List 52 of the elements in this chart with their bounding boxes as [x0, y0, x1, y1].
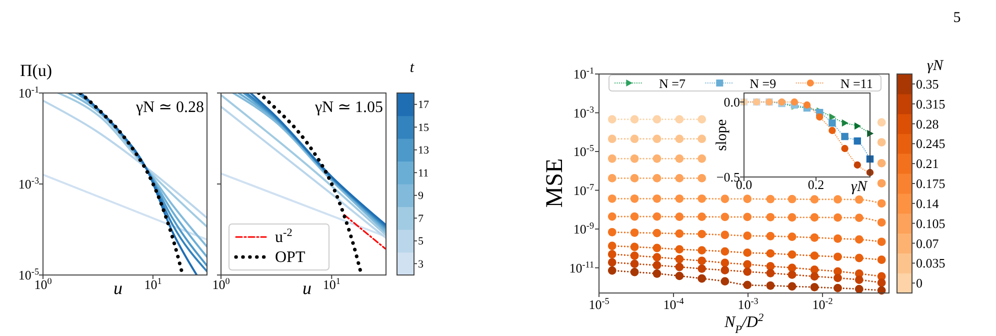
x-tick-label: 10$^{-4}$ — [663, 296, 684, 312]
color-bar-label: 15 — [418, 122, 430, 134]
color-bar-label: 7 — [418, 212, 424, 225]
legend-label: N =9 — [750, 76, 776, 91]
color-bar-label: 0.105 — [916, 216, 946, 231]
x-axis-title: u — [302, 278, 312, 298]
annotation: γN ≃ 1.05 — [314, 99, 383, 116]
color-bar-label: 13 — [418, 144, 430, 157]
color-bar-title: t — [410, 60, 415, 76]
x-tick-label: 10$^{1}$ — [144, 276, 162, 292]
color-bar-label: 0.07 — [916, 236, 940, 251]
color-bar-label: 11 — [418, 167, 429, 180]
x-tick-label: 10$^{1}$ — [322, 276, 340, 292]
y-tick-label: 10$^{-11}$ — [569, 259, 594, 276]
legend-label: OPT — [275, 249, 306, 266]
color-bar-label: 0.035 — [916, 256, 946, 271]
x-tick-label: 0.2 — [808, 177, 824, 192]
y-axis-title: MSE — [542, 158, 568, 208]
y-tick-label: 10$^{-9}$ — [573, 220, 594, 237]
x-tick-label: 10$^{-5}$ — [588, 296, 610, 312]
x-axis-title: γN — [851, 179, 868, 195]
x-axis-title: u — [114, 278, 122, 298]
text: 5 — [953, 10, 961, 26]
color-bar-label: 0.21 — [916, 156, 939, 172]
y-tick-label: 10$^{-7}$ — [573, 182, 594, 198]
x-tick-label: 10$^{-2}$ — [812, 296, 834, 312]
legend-label: N =7 — [659, 76, 686, 91]
y-tick-label: 10$^{-1}$ — [573, 66, 594, 82]
color-bar-label: 17 — [418, 99, 430, 112]
color-bar-label: 0.245 — [916, 136, 946, 152]
annotation: γN ≃ 0.28 — [134, 99, 204, 116]
x-tick-label: 10$^{0}$ — [34, 276, 52, 292]
y-tick-label: 10$^{-5}$ — [573, 143, 594, 160]
x-axis-title: N$_{P}$/D$^{2}$ — [723, 312, 764, 336]
color-bar-label: 0.315 — [916, 96, 946, 112]
color-bar-label: 5 — [418, 236, 424, 248]
color-bar-label: 0.175 — [916, 176, 946, 192]
color-bar-label: 9 — [418, 190, 424, 202]
legend-label: N =11 — [840, 76, 873, 91]
x-tick-label: 10$^{-3}$ — [738, 296, 759, 312]
color-bar-label: 0.35 — [916, 76, 939, 92]
color-bar-label: 0 — [916, 276, 922, 291]
color-bar-label: 3 — [418, 258, 424, 270]
y-axis-title: Π(u) — [20, 61, 52, 80]
legend-label: u$^{-2}$ — [275, 227, 292, 246]
color-bar-label: 0.28 — [916, 116, 939, 132]
y-tick-label: 10$^{-3}$ — [573, 104, 594, 120]
color-bar-title: γN — [927, 58, 944, 74]
x-tick-label: 10$^{0}$ — [212, 276, 230, 292]
y-tick-label: 10$^{-1}$ — [18, 84, 39, 101]
y-axis-title: slope — [714, 118, 730, 151]
color-bar-label: 0.14 — [916, 196, 940, 211]
